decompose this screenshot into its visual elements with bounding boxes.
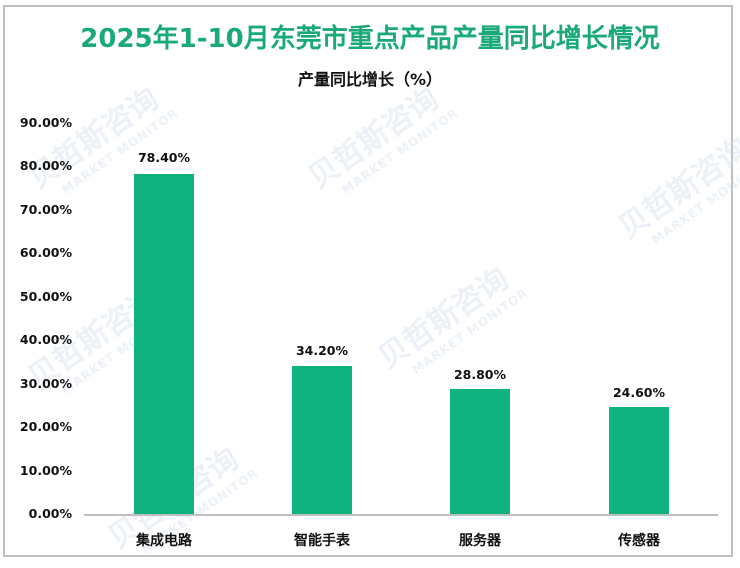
x-category-label: 服务器 (459, 533, 501, 549)
x-category-label: 传感器 (618, 533, 660, 549)
chart-title: 2025年1-10月东莞市重点产品产量同比增长情况 (80, 24, 660, 54)
x-axis-line (84, 514, 718, 516)
chart-subtitle: 产量同比增长（%） (297, 70, 443, 89)
bar-smartwatch (292, 366, 352, 514)
bar-server (450, 389, 510, 514)
y-tick-label: 0.00% (28, 506, 72, 521)
y-tick-label: 50.00% (19, 289, 72, 304)
bar-value-label: 34.20% (295, 343, 349, 358)
bar-sensor (609, 407, 669, 514)
y-tick-label: 80.00% (19, 158, 72, 173)
y-tick-label: 10.00% (19, 463, 72, 478)
y-tick-label: 70.00% (19, 202, 72, 217)
y-tick-label: 60.00% (19, 245, 72, 260)
bar-value-label: 28.80% (453, 367, 507, 382)
y-tick-label: 30.00% (19, 376, 72, 391)
bar-value-label: 24.60% (612, 385, 666, 400)
y-tick-label: 20.00% (19, 419, 72, 434)
x-category-label: 集成电路 (136, 533, 192, 549)
y-tick-label: 40.00% (19, 332, 72, 347)
bar-integrated-circuit (134, 174, 194, 514)
bar-value-label: 78.40% (137, 150, 191, 165)
y-tick-label: 90.00% (19, 115, 72, 130)
x-category-label: 智能手表 (294, 533, 350, 549)
